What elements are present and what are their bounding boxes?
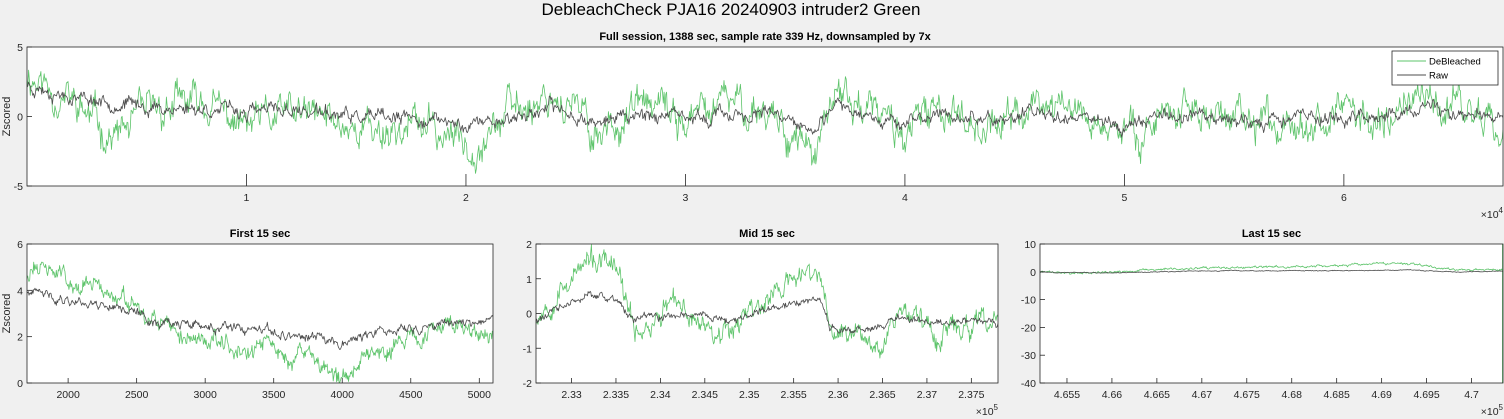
x-exponent-label: ×105 (976, 403, 999, 418)
axes-title: First 15 sec (230, 228, 291, 240)
axes-title: Last 15 sec (1242, 228, 1301, 240)
series-group (27, 261, 493, 383)
x-exponent-label: ×104 (1481, 206, 1504, 221)
x-tick-label: 2.36 (828, 389, 849, 401)
x-tick-label: 2.35 (739, 389, 760, 401)
chart-panel-1: -5 0 5 1 2 3 4 5 6 Full session, 1388 sec, sample… (1, 31, 1504, 221)
y-tick-label: -40 (1021, 378, 1036, 390)
x-tick-label: 4.665 (1144, 389, 1170, 401)
x-tick-label: 4.675 (1234, 389, 1260, 401)
chart-panel-4: -40 -30 -20 -10 0 10 4.655 4.66 4.665 4.67 4.675 4.… (1021, 228, 1504, 418)
series-line-raw (27, 81, 1503, 138)
x-tick-label: 2.375 (958, 389, 984, 401)
x-tick-label: 5 (1121, 192, 1127, 204)
y-tick-label: 0 (1030, 267, 1036, 279)
y-tick-label: 2 (17, 332, 23, 344)
series-line-debleached (27, 69, 1503, 174)
x-exponent-label: ×105 (1481, 403, 1504, 418)
x-tick-label: 4.685 (1324, 389, 1350, 401)
x-tick-label: 2.37 (917, 389, 938, 401)
x-tick-label: 2500 (125, 389, 149, 401)
series-group (27, 69, 1503, 174)
x-tick-label: 2 (463, 192, 469, 204)
x-tick-label: 4.68 (1282, 389, 1303, 401)
series-line-debleached (1040, 244, 1503, 383)
chart-panel-2: 0 2 4 6 2000 2500 3000 3500 4000 4500 5000 First 15… (1, 228, 494, 401)
x-tick-label: 4000 (331, 389, 355, 401)
axes-frame (1039, 243, 1504, 384)
y-tick-label: 0 (17, 112, 23, 124)
x-tick-label: 4.67 (1192, 389, 1213, 401)
x-tick-label: 2.365 (869, 389, 895, 401)
y-tick-label: 5 (17, 42, 23, 54)
legend-entry-label: Raw (1429, 71, 1448, 82)
series-line-debleached (536, 244, 998, 359)
x-tick-label: 3500 (262, 389, 286, 401)
x-tick-label: 4.695 (1413, 389, 1439, 401)
x-tick-label: 4.66 (1102, 389, 1123, 401)
axes-title: Full session, 1388 sec, sample rate 339 … (599, 31, 931, 43)
axes-frame (26, 46, 1504, 187)
legend: DeBleached Raw (1391, 50, 1499, 86)
y-tick-label: -1 (523, 343, 532, 355)
axes-layer: -5 0 5 1 2 3 4 5 6 Full session, 1388 sec, sample… (1, 31, 1504, 418)
y-tick-label: -5 (14, 181, 23, 193)
x-tick-label: 4.655 (1054, 389, 1080, 401)
x-tick-label: 4.7 (1464, 389, 1479, 401)
x-tick-label: 5000 (468, 389, 492, 401)
axes-frame (535, 243, 999, 384)
y-tick-label: 10 (1024, 239, 1036, 251)
x-tick-label: 2.345 (692, 389, 718, 401)
axes-title: Mid 15 sec (739, 228, 795, 240)
x-tick-label: 4500 (399, 389, 423, 401)
x-tick-label: 2000 (56, 389, 80, 401)
y-tick-label: 1 (526, 274, 532, 286)
x-tick-label: 3000 (193, 389, 217, 401)
series-group (536, 244, 998, 359)
y-axis-label: Zscored (1, 294, 13, 334)
series-line-raw (27, 287, 493, 350)
figure-title: DebleachCheck PJA16 20240903 intruder2 G… (542, 0, 921, 19)
x-tick-label: 1 (244, 192, 250, 204)
plot-area (27, 244, 493, 383)
y-tick-label: 2 (526, 239, 532, 251)
y-tick-label: 6 (17, 239, 23, 251)
y-tick-label: 0 (17, 378, 23, 390)
y-tick-label: -10 (1021, 295, 1036, 307)
plot-area (27, 47, 1503, 186)
y-tick-label: -30 (1021, 350, 1036, 362)
y-tick-label: 0 (526, 309, 532, 321)
y-tick-label: -20 (1021, 322, 1036, 334)
series-group (1040, 244, 1503, 383)
plot-area (1040, 244, 1503, 383)
axes-frame (26, 243, 494, 384)
x-tick-label: 4.69 (1371, 389, 1392, 401)
x-tick-label: 2.33 (561, 389, 582, 401)
x-tick-label: 2.34 (650, 389, 671, 401)
legend-entry-label: DeBleached (1429, 57, 1481, 68)
chart-panel-3: -2 -1 0 1 2 2.33 2.335 2.34 2.345 2.35 2.355 2.36 2.… (523, 228, 999, 418)
x-tick-label: 2.335 (603, 389, 629, 401)
y-tick-label: 4 (17, 285, 23, 297)
x-tick-label: 6 (1341, 192, 1347, 204)
y-axis-label: Zscored (1, 97, 13, 137)
series-line-debleached (27, 261, 493, 383)
x-tick-label: 3 (683, 192, 689, 204)
x-tick-label: 4 (902, 192, 908, 204)
plot-area (536, 244, 998, 383)
x-tick-label: 2.355 (781, 389, 807, 401)
y-tick-label: -2 (523, 378, 532, 390)
series-line-raw (536, 290, 998, 334)
series-line-raw (1040, 269, 1503, 274)
